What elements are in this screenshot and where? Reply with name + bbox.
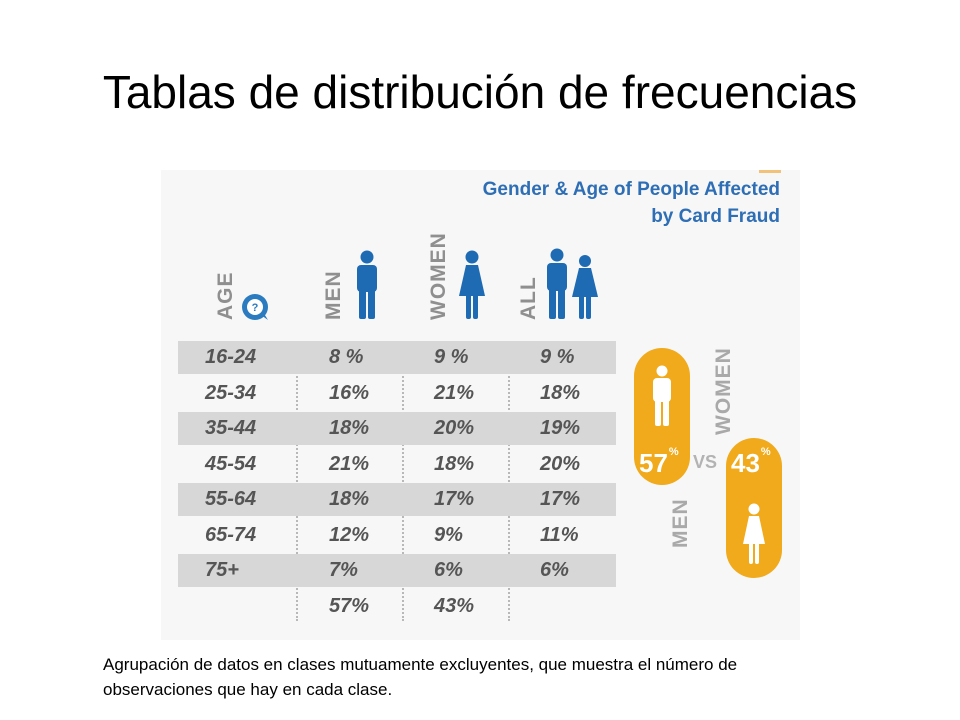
table-row: 55-64 18% 17% 17%: [178, 483, 616, 519]
column-separator: [296, 341, 298, 621]
table-cell-women: 20%: [434, 417, 475, 439]
table-row: 25-34 16% 21% 18%: [178, 377, 616, 413]
infographic-card-fraud: Gender & Age of People Affected by Card …: [161, 170, 800, 640]
table-cell-women: 18%: [434, 452, 475, 475]
svg-text:?: ?: [252, 302, 259, 314]
table-cell-age: 65-74: [205, 523, 257, 546]
men-side-label: MEN: [669, 498, 692, 548]
table-row: 75+ 7% 6% 6%: [178, 554, 616, 590]
column-header-age: AGE: [214, 271, 237, 320]
table-cell-all: 17%: [540, 488, 581, 510]
table-row: 35-44 18% 20% 19%: [178, 412, 616, 448]
vs-label: VS: [693, 452, 718, 472]
table-cell-all: 18%: [540, 381, 581, 404]
table-cell-age: 75+: [205, 559, 239, 581]
table-cell-men: 8 %: [329, 346, 364, 368]
man-icon: [357, 250, 377, 319]
women-share-value: 43%: [731, 446, 771, 478]
men-share-value: 57%: [639, 446, 679, 478]
woman-icon: [743, 503, 765, 564]
column-separator: [508, 341, 510, 621]
table-cell-all: 9 %: [540, 346, 575, 368]
infographic-title-line1: Gender & Age of People Affected: [482, 179, 780, 200]
table-cell-all: 19%: [540, 417, 581, 439]
table-cell-all: 11%: [540, 523, 579, 546]
man-and-woman-icon: [547, 248, 598, 319]
table-cell-men: 16%: [329, 381, 370, 404]
women-side-label: WOMEN: [712, 347, 735, 435]
question-circle-icon: ?: [242, 294, 268, 320]
table-total-men: 57%: [329, 594, 370, 617]
table-cell-men: 21%: [329, 452, 370, 475]
slide-caption: Agrupación de datos en clases mutuamente…: [103, 655, 738, 699]
column-header-all: ALL: [517, 276, 540, 320]
table-cell-age: 16-24: [205, 346, 257, 368]
table-cell-men: 18%: [329, 488, 370, 510]
table-cell-men: 12%: [329, 523, 370, 546]
table-cell-all: 6%: [540, 559, 569, 581]
man-icon: [653, 365, 671, 426]
table-row: 65-74 12% 9% 11%: [178, 519, 616, 555]
frequency-table: 16-24 8 % 9 % 9 % 25-34 16% 21% 18% 35-44 18% 20% 1…: [178, 341, 616, 625]
table-cell-age: 55-64: [205, 488, 257, 510]
table-row: 45-54 21% 18% 20%: [178, 448, 616, 484]
corner-mark: [759, 170, 781, 173]
table-cell-men: 7%: [329, 559, 358, 581]
table-cell-men: 18%: [329, 417, 370, 439]
table-cell-age: 45-54: [205, 452, 257, 475]
table-cell-women: 6%: [434, 559, 463, 581]
table-total-women: 43%: [434, 594, 475, 617]
table-cell-age: 25-34: [205, 381, 257, 404]
column-separator: [402, 341, 404, 621]
table-cell-women: 21%: [434, 381, 475, 404]
column-header-men: MEN: [322, 270, 345, 320]
table-cell-women: 17%: [434, 488, 475, 510]
table-cell-women: 9%: [434, 523, 463, 546]
table-cell-age: 35-44: [205, 417, 257, 439]
column-header-women: WOMEN: [427, 232, 450, 320]
infographic-title: Gender & Age of People Affected by Card …: [360, 176, 780, 230]
table-totals-row: 57% 43%: [178, 590, 616, 626]
table-cell-women: 9 %: [434, 346, 469, 368]
table-row: 16-24 8 % 9 % 9 %: [178, 341, 616, 377]
woman-icon: [459, 250, 485, 319]
slide-title: Tablas de distribución de frecuencias: [102, 66, 858, 118]
table-cell-all: 20%: [540, 452, 581, 475]
infographic-title-line2: by Card Fraud: [651, 206, 780, 227]
